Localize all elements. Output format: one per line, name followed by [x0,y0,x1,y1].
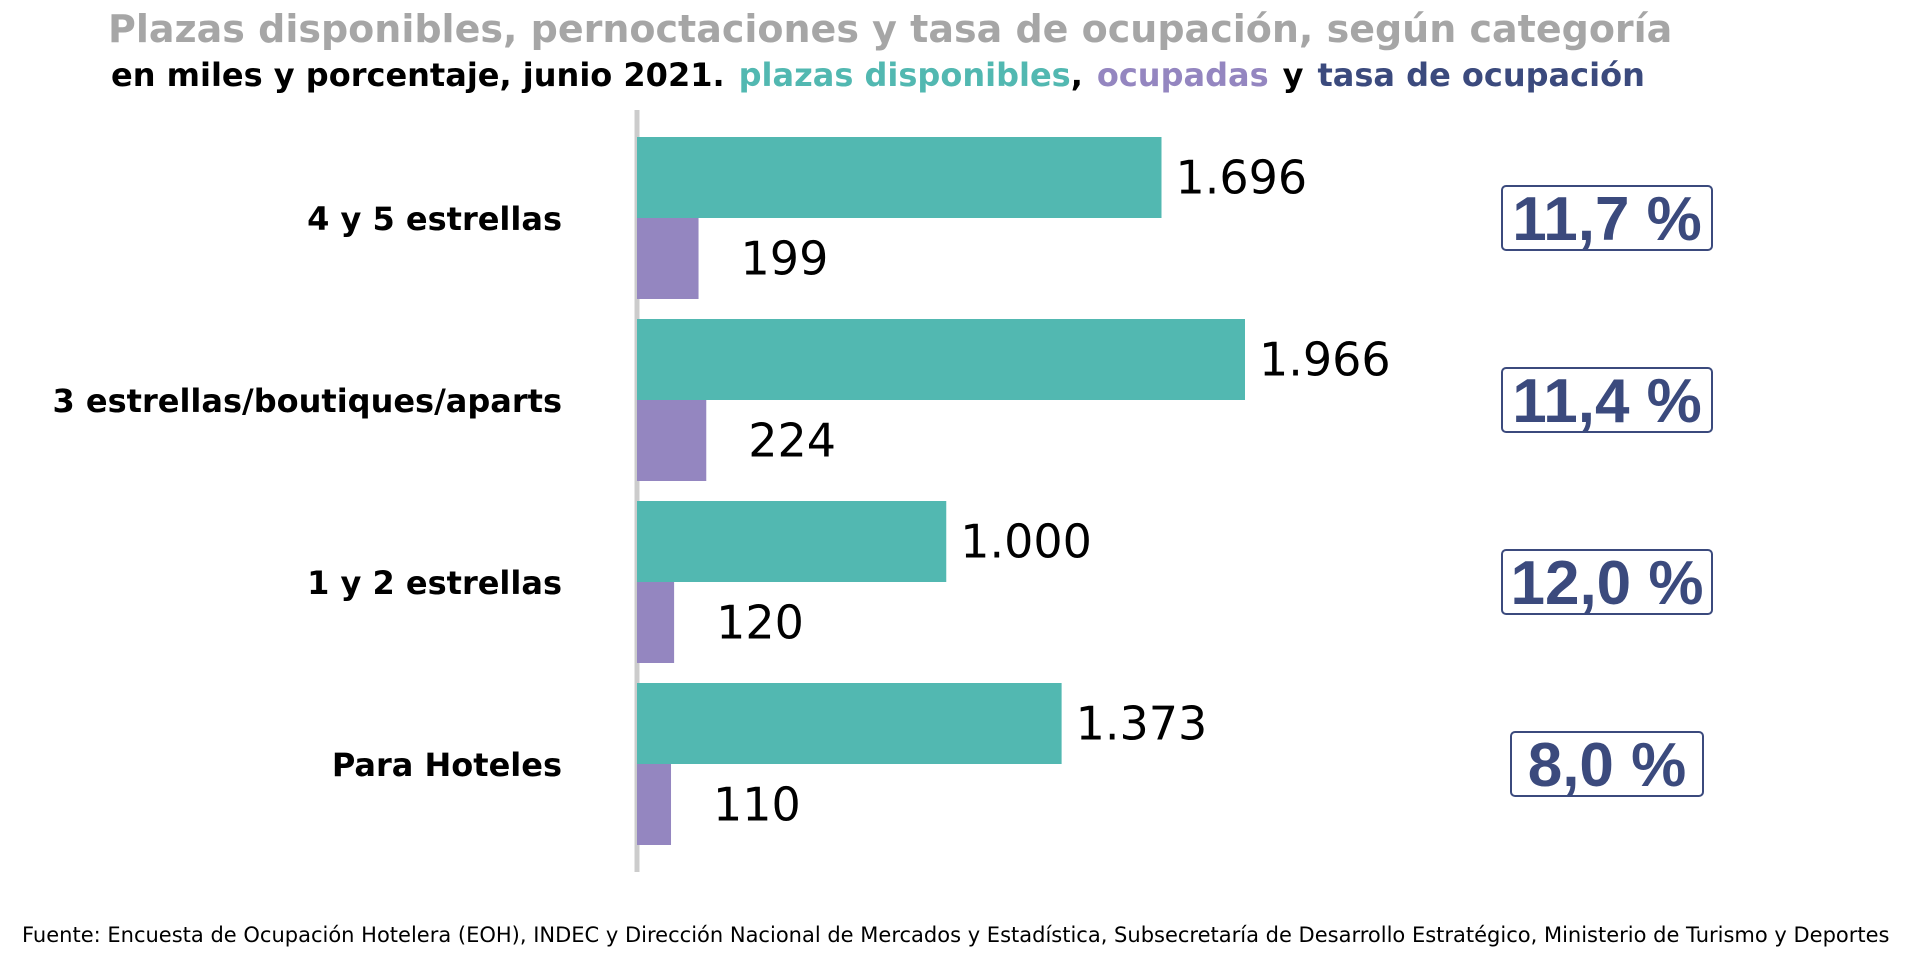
occupancy-rate-label: 11,4 % [1512,367,1702,436]
legend-tasa-de-ocupacion: tasa de ocupación [1317,56,1645,94]
occupancy-rate-label: 8,0 % [1528,731,1687,800]
subtitle-prefix: en miles y porcentaje, junio 2021. [111,56,725,94]
data-label-ocupadas: 120 [716,596,804,650]
category-label: 1 y 2 estrellas [307,564,562,602]
bar-plazas-disponibles [637,501,947,582]
data-label-plazas-disponibles: 1.000 [960,515,1092,569]
bar-plazas-disponibles [637,137,1162,218]
data-label-ocupadas: 110 [713,778,801,832]
category-label: Para Hoteles [332,746,562,784]
occupancy-rate-box [1501,185,1713,251]
category-label: 3 estrellas/boutiques/aparts [53,382,562,420]
category-label: 4 y 5 estrellas [307,200,562,238]
legend-separator-y: y [1282,56,1304,94]
legend-plazas-disponibles: plazas disponibles [738,56,1071,94]
data-label-ocupadas: 224 [748,414,836,468]
chart-title: Plazas disponibles, pernoctaciones y tas… [108,7,1673,51]
occupancy-rate-label: 11,7 % [1512,185,1702,254]
occupancy-rate-box [1501,549,1713,615]
bar-ocupadas [637,400,707,481]
data-label-plazas-disponibles: 1.966 [1259,333,1391,387]
data-label-plazas-disponibles: 1.373 [1076,697,1208,751]
source-note: Fuente: Encuesta de Ocupación Hotelera (… [22,923,1890,947]
bar-plazas-disponibles [637,319,1245,400]
chart-subtitle: en miles y porcentaje, junio 2021. plazas… [111,54,1645,96]
bar-chart: 4 y 5 estrellas 1.696 199 11,7 % 3 estrellas… [53,110,1713,872]
bar-plazas-disponibles [637,683,1062,764]
data-label-plazas-disponibles: 1.696 [1176,151,1308,205]
legend-separator-comma: , [1070,56,1083,94]
legend-ocupadas: ocupadas [1096,56,1269,94]
occupancy-rate-label: 12,0 % [1510,549,1703,618]
occupancy-rate-box [1501,367,1713,433]
bar-ocupadas [637,582,675,663]
bar-ocupadas [637,764,672,845]
data-label-ocupadas: 199 [741,232,829,286]
occupancy-rate-box [1510,731,1704,797]
bar-ocupadas [637,218,699,299]
